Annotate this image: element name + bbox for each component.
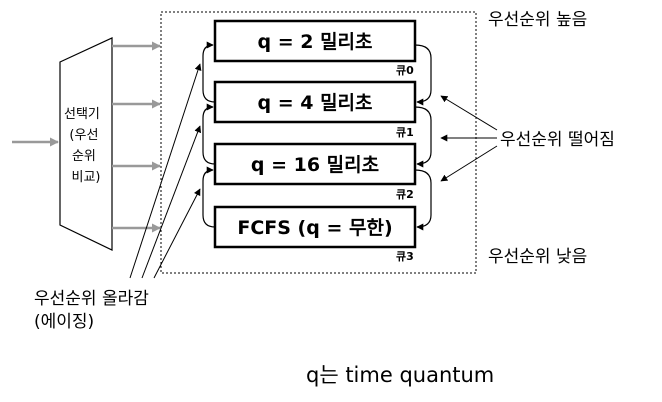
selector-line-2: (우선 <box>69 128 98 143</box>
queue3-box <box>213 205 417 249</box>
aging-loop-1-0 <box>202 41 216 103</box>
queue2-text: q = 16 밀리초 <box>251 154 379 176</box>
selector-line-4: 비교) <box>72 170 101 185</box>
aging-pointer-2 <box>141 125 202 279</box>
priority-drop-label: 우선순위 떨어짐 <box>500 130 615 150</box>
queue1-box <box>213 80 417 124</box>
demotion-loop-2-3 <box>414 169 432 231</box>
selector-line-3: 순위 <box>72 149 96 164</box>
aging-label-line-1: 우선순위 올라감 <box>34 289 149 309</box>
aging-pointer-1 <box>129 63 202 279</box>
priority-high-label: 우선순위 높음 <box>488 10 587 30</box>
queue1-text: q = 4 밀리초 <box>257 92 372 114</box>
queue0-label: 큐0 <box>396 64 414 77</box>
drop-pointer-3 <box>440 145 498 182</box>
queue3-label: 큐3 <box>396 250 414 263</box>
aging-loop-2-1 <box>202 103 216 165</box>
selector-line-1: 선택기 <box>64 107 100 122</box>
demotion-loop-1-2 <box>414 106 432 168</box>
queue0-box <box>213 19 417 63</box>
queue-group-frame <box>160 11 477 274</box>
aging-loop-3-2 <box>202 166 216 228</box>
queue3-text: FCFS (q = 무한) <box>237 217 392 239</box>
demotion-loop-0-1 <box>414 44 432 106</box>
caption: q는 time quantum <box>306 363 494 387</box>
selector-label: 선택기 (우선 순위 비교) <box>64 107 104 185</box>
aging-label-line-2: (에이징) <box>34 312 94 332</box>
drop-pointer-1 <box>440 95 498 131</box>
queue1-label: 큐1 <box>396 126 414 139</box>
priority-low-label: 우선순위 낮음 <box>488 247 587 267</box>
queue0-text: q = 2 밀리초 <box>257 31 372 53</box>
queue2-label: 큐2 <box>396 188 414 201</box>
selector-shape <box>59 37 113 251</box>
aging-pointer-3 <box>153 188 201 279</box>
aging-label: 우선순위 올라감 (에이징) <box>34 289 154 332</box>
